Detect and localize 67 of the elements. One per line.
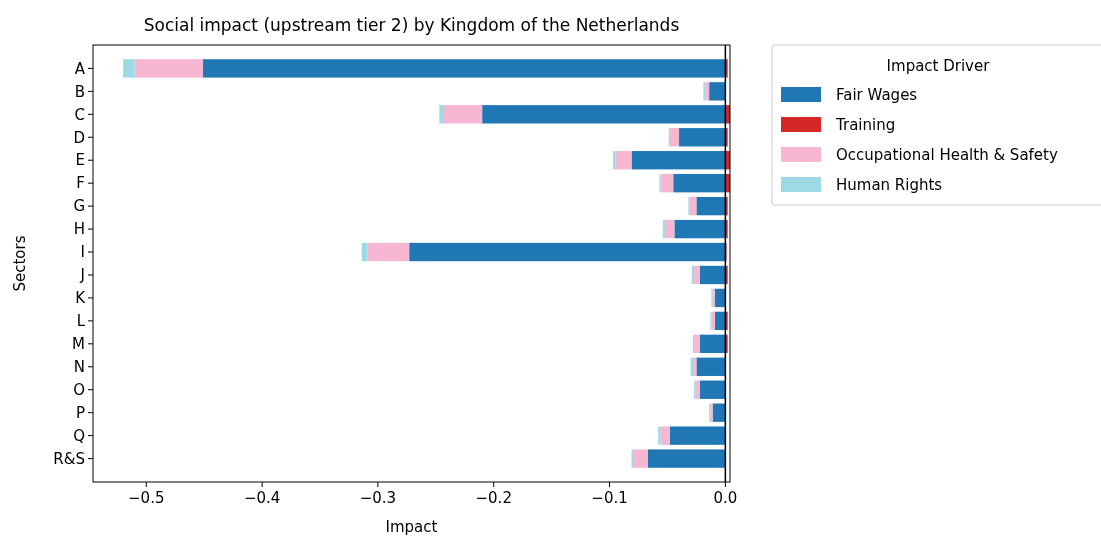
bar bbox=[699, 334, 726, 354]
y-tick-label: O bbox=[73, 380, 85, 399]
bar bbox=[714, 288, 726, 308]
legend-label: Human Rights bbox=[836, 176, 943, 195]
chart-title: Social impact (upstream tier 2) by Kingdom of the Netherlands bbox=[143, 15, 680, 35]
x-tick-label: −0.4 bbox=[243, 489, 281, 507]
y-tick-label: A bbox=[74, 59, 86, 78]
bar bbox=[696, 196, 726, 216]
bar bbox=[699, 265, 726, 285]
x-tick-label: −0.1 bbox=[591, 489, 628, 507]
bar bbox=[694, 265, 700, 285]
bar bbox=[134, 59, 204, 78]
y-tick-label: H bbox=[73, 220, 85, 239]
legend-label: Occupational Health & Safety bbox=[836, 146, 1058, 165]
bar bbox=[660, 173, 674, 193]
bar bbox=[123, 59, 135, 78]
bar bbox=[679, 128, 726, 147]
y-tick-label: F bbox=[76, 174, 85, 193]
bar bbox=[647, 449, 726, 468]
y-tick-label: E bbox=[75, 151, 85, 170]
bar bbox=[665, 219, 675, 239]
y-tick-label: P bbox=[75, 403, 85, 422]
bar bbox=[409, 242, 726, 262]
y-tick-label: K bbox=[75, 289, 87, 308]
bar bbox=[689, 196, 697, 216]
y-tick-label: I bbox=[80, 243, 85, 262]
y-tick-label: G bbox=[73, 197, 85, 216]
bar bbox=[696, 357, 726, 376]
y-tick-label: J bbox=[79, 266, 85, 285]
bar bbox=[439, 105, 444, 124]
bar bbox=[709, 82, 726, 101]
bar bbox=[443, 105, 483, 124]
bar bbox=[674, 219, 726, 239]
y-tick-label: Q bbox=[73, 426, 85, 445]
y-tick-label: C bbox=[74, 105, 85, 124]
bar bbox=[699, 380, 726, 399]
bar bbox=[669, 128, 680, 147]
bar bbox=[695, 380, 700, 399]
bar bbox=[482, 105, 726, 124]
x-axis-title: Impact bbox=[385, 518, 438, 536]
bar bbox=[712, 403, 726, 422]
legend-label: Training bbox=[835, 116, 896, 135]
bar bbox=[703, 82, 706, 101]
bar bbox=[694, 334, 700, 354]
x-tick-label: 0.0 bbox=[713, 489, 738, 507]
bar bbox=[631, 151, 726, 170]
bar bbox=[669, 426, 726, 445]
x-tick-label: −0.3 bbox=[359, 489, 397, 507]
y-tick-label: D bbox=[73, 128, 85, 147]
legend-label: Fair Wages bbox=[836, 86, 918, 105]
bar bbox=[673, 173, 726, 193]
bar bbox=[633, 449, 648, 468]
x-tick-label: −0.5 bbox=[128, 489, 165, 507]
bar bbox=[203, 59, 726, 78]
bar bbox=[714, 311, 726, 331]
y-tick-label: L bbox=[76, 312, 86, 331]
y-tick-label: N bbox=[73, 358, 85, 377]
bar bbox=[658, 426, 661, 445]
y-axis-title: Sectors bbox=[11, 235, 29, 292]
bar bbox=[367, 242, 410, 262]
bar bbox=[660, 426, 670, 445]
y-tick-label: M bbox=[72, 335, 85, 354]
y-tick-label: R&S bbox=[53, 449, 85, 468]
y-tick-label: B bbox=[74, 82, 85, 101]
legend-title: Impact Driver bbox=[886, 57, 991, 75]
bar bbox=[615, 151, 632, 170]
x-tick-label: −0.2 bbox=[475, 489, 512, 507]
